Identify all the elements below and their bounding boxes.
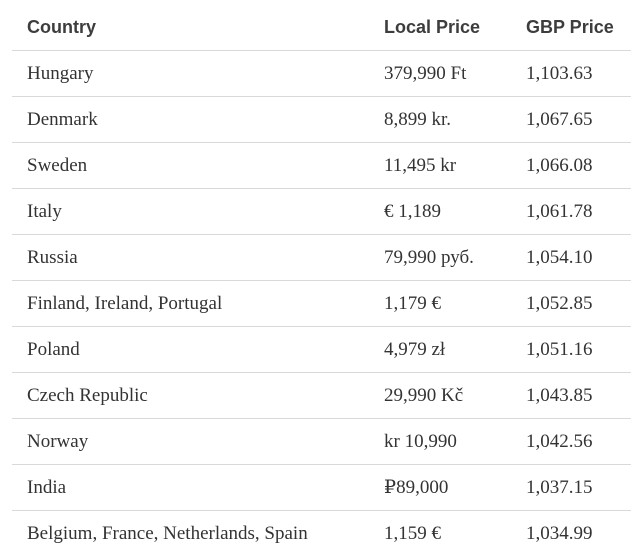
cell-local-price: kr 10,990 (384, 419, 526, 465)
cell-local-price: 1,179 € (384, 281, 526, 327)
cell-local-price: 1,159 € (384, 511, 526, 556)
cell-gbp-price: 1,103.63 (526, 51, 631, 97)
cell-country: Czech Republic (12, 373, 384, 419)
cell-country: Italy (12, 189, 384, 235)
cell-gbp-price: 1,037.15 (526, 465, 631, 511)
cell-gbp-price: 1,061.78 (526, 189, 631, 235)
cell-country: Finland, Ireland, Portugal (12, 281, 384, 327)
cell-gbp-price: 1,043.85 (526, 373, 631, 419)
cell-local-price: 8,899 kr. (384, 97, 526, 143)
cell-gbp-price: 1,034.99 (526, 511, 631, 556)
column-header-local-price: Local Price (384, 4, 526, 51)
cell-local-price: 379,990 Ft (384, 51, 526, 97)
cell-country: Russia (12, 235, 384, 281)
cell-local-price: 11,495 kr (384, 143, 526, 189)
column-header-country: Country (12, 4, 384, 51)
column-header-gbp-price: GBP Price (526, 4, 631, 51)
cell-gbp-price: 1,054.10 (526, 235, 631, 281)
cell-country: Norway (12, 419, 384, 465)
cell-country: Hungary (12, 51, 384, 97)
cell-local-price: 29,990 Kč (384, 373, 526, 419)
cell-gbp-price: 1,067.65 (526, 97, 631, 143)
cell-gbp-price: 1,066.08 (526, 143, 631, 189)
cell-country: Sweden (12, 143, 384, 189)
cell-gbp-price: 1,042.56 (526, 419, 631, 465)
cell-country: Denmark (12, 97, 384, 143)
cell-country: Poland (12, 327, 384, 373)
cell-gbp-price: 1,052.85 (526, 281, 631, 327)
table-header: Country Local Price GBP Price (12, 4, 631, 51)
cell-local-price: 79,990 руб. (384, 235, 526, 281)
cell-local-price: ₽89,000 (384, 465, 526, 511)
cell-gbp-price: 1,051.16 (526, 327, 631, 373)
cell-local-price: 4,979 zł (384, 327, 526, 373)
cell-local-price: € 1,189 (384, 189, 526, 235)
cell-country: Belgium, France, Netherlands, Spain (12, 511, 384, 556)
header-row: Country Local Price GBP Price (12, 4, 631, 51)
cell-country: India (12, 465, 384, 511)
